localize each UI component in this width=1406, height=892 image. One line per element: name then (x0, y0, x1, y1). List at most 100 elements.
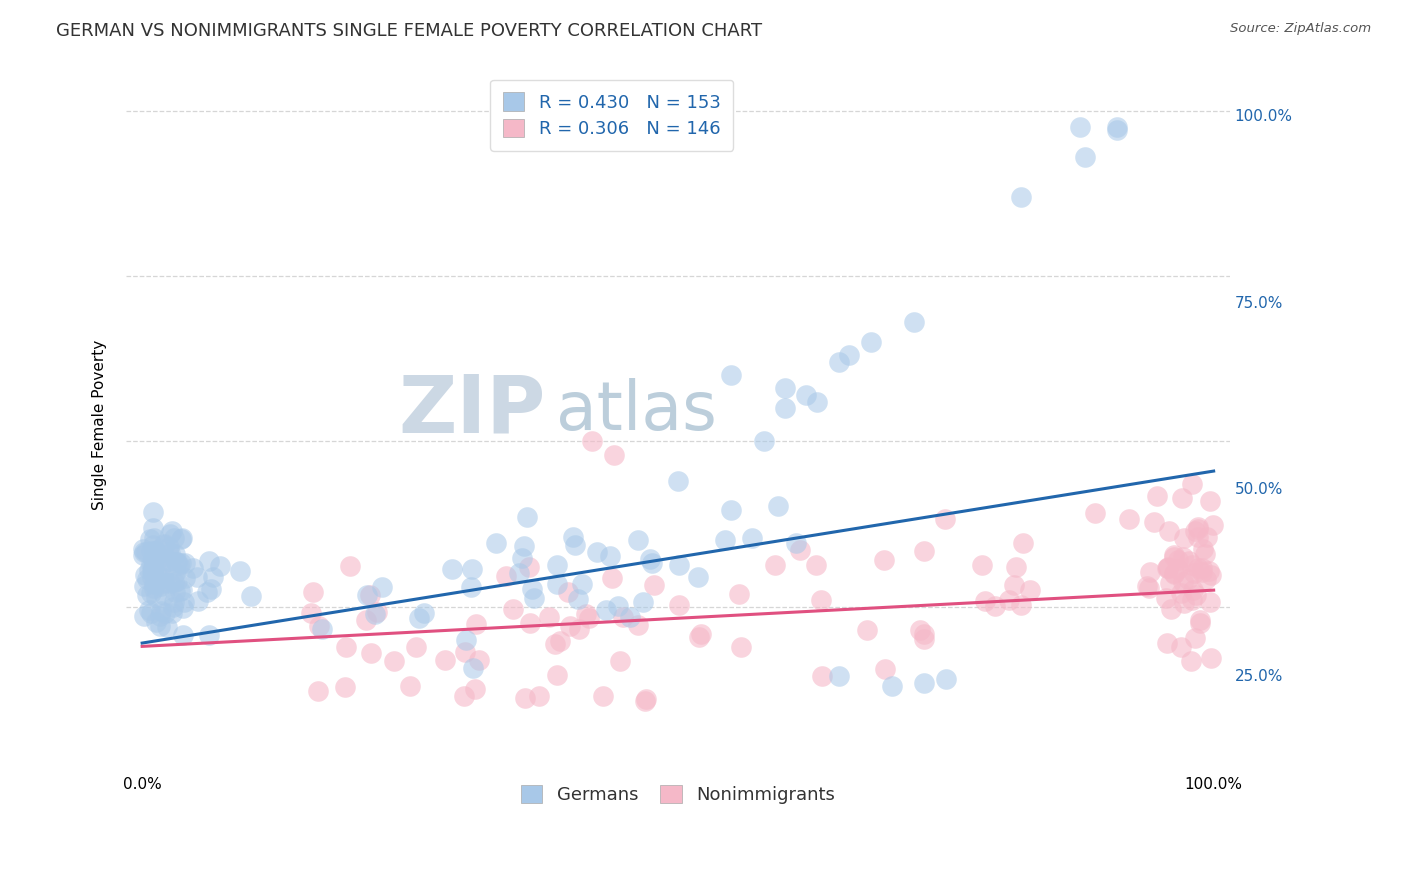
Point (1135, 579, 1157, 593)
Point (1157, 559, 1180, 574)
Point (461, 661, 484, 675)
Point (1143, 515, 1166, 529)
Point (200, 582, 222, 597)
Point (1010, 189, 1032, 203)
Point (1187, 519, 1209, 533)
Point (145, 615, 167, 629)
Point (1163, 549, 1185, 564)
Point (519, 616, 541, 631)
Point (571, 577, 593, 591)
Point (773, 381, 796, 395)
Point (546, 668, 568, 682)
Point (740, 532, 762, 546)
Point (138, 603, 160, 617)
Point (527, 689, 550, 703)
Point (1187, 522, 1209, 536)
Point (908, 623, 931, 637)
Text: Source: ZipAtlas.com: Source: ZipAtlas.com (1230, 22, 1371, 36)
Point (1185, 588, 1208, 602)
Point (523, 591, 546, 606)
Point (811, 669, 834, 683)
Point (1074, 150, 1097, 164)
Point (143, 577, 166, 591)
Point (730, 640, 752, 655)
Point (460, 580, 482, 594)
Point (134, 609, 156, 624)
Point (568, 622, 591, 636)
Point (134, 579, 156, 593)
Point (359, 588, 381, 602)
Point (789, 543, 811, 558)
Point (172, 582, 194, 597)
Point (1012, 535, 1035, 549)
Point (148, 572, 170, 586)
Point (517, 560, 540, 574)
Point (619, 610, 641, 624)
Point (1198, 564, 1220, 578)
Point (311, 622, 333, 636)
Point (229, 564, 252, 578)
Point (1139, 566, 1161, 580)
Point (434, 653, 457, 667)
Point (1198, 493, 1220, 508)
Point (1173, 531, 1195, 545)
Point (634, 692, 657, 706)
Point (166, 574, 188, 588)
Point (641, 557, 664, 571)
Point (464, 617, 486, 632)
Point (873, 553, 896, 567)
Point (766, 499, 789, 513)
Point (1177, 572, 1199, 586)
Point (627, 618, 650, 632)
Point (688, 631, 710, 645)
Point (134, 568, 156, 582)
Point (1163, 566, 1185, 581)
Point (160, 524, 183, 538)
Point (903, 315, 925, 329)
Point (592, 689, 614, 703)
Point (1018, 582, 1040, 597)
Point (516, 510, 538, 524)
Point (806, 394, 828, 409)
Point (602, 448, 624, 462)
Point (875, 662, 897, 676)
Point (856, 623, 879, 637)
Point (1187, 529, 1209, 543)
Point (546, 558, 568, 572)
Point (537, 609, 560, 624)
Point (153, 575, 176, 590)
Point (827, 669, 849, 683)
Point (135, 588, 157, 602)
Point (143, 544, 166, 558)
Point (159, 547, 181, 561)
Point (578, 611, 600, 625)
Point (156, 545, 179, 559)
Point (581, 434, 603, 449)
Point (142, 538, 165, 552)
Point (163, 532, 186, 546)
Point (159, 527, 181, 541)
Point (495, 569, 517, 583)
Point (595, 603, 617, 617)
Point (170, 532, 193, 546)
Point (508, 566, 530, 580)
Point (143, 544, 166, 558)
Point (299, 606, 322, 620)
Point (174, 556, 197, 570)
Point (1171, 575, 1194, 590)
Point (934, 512, 956, 526)
Point (600, 571, 623, 585)
Point (1170, 640, 1192, 655)
Point (564, 538, 586, 552)
Point (912, 544, 935, 558)
Point (1189, 615, 1212, 630)
Point (935, 673, 957, 687)
Point (1107, 120, 1129, 134)
Point (162, 595, 184, 609)
Point (1194, 572, 1216, 586)
Point (141, 586, 163, 600)
Point (689, 626, 711, 640)
Point (1184, 631, 1206, 645)
Point (1166, 553, 1188, 567)
Point (1182, 583, 1205, 598)
